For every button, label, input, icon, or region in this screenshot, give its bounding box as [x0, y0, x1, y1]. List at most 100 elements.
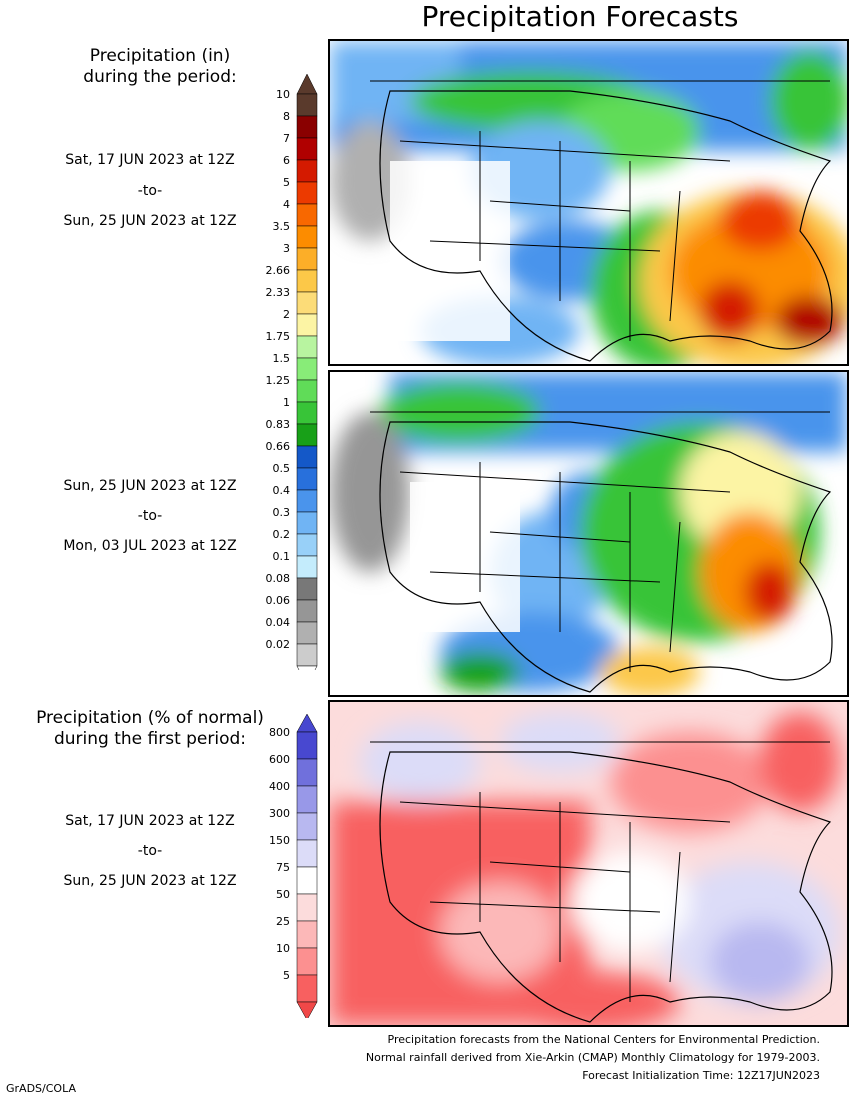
footer-line2: Normal rainfall derived from Xie-Arkin (… [365, 1051, 820, 1064]
pct-scale-label: 300 [269, 807, 290, 820]
scale-label: 0.06 [266, 594, 291, 607]
scale-label: 0.08 [266, 572, 291, 585]
scale-swatch [296, 159, 318, 183]
credit-label: GrADS/COLA [6, 1082, 76, 1095]
map-panel-pct-normal [328, 700, 849, 1027]
pct-scale-bottom-cap [296, 1001, 318, 1021]
scale-label: 3.5 [273, 220, 291, 233]
precip-map-week2 [330, 372, 847, 695]
period1-until: Sun, 25 JUN 2023 at 12Z [63, 213, 237, 229]
scale-swatch [296, 577, 318, 601]
pct-heading-line2: during the first period: [53, 729, 247, 749]
pct-scale-swatch [296, 920, 318, 949]
pct-scale-swatch [296, 974, 318, 1003]
period2-to: -to- [137, 508, 163, 524]
pct-scale-swatch [296, 758, 318, 787]
scale-swatch [296, 379, 318, 403]
map-panel-week1 [328, 39, 849, 366]
footer-line3: Forecast Initialization Time: 12Z17JUN20… [582, 1069, 820, 1082]
scale-swatch [296, 247, 318, 271]
pct-scale-swatch [296, 947, 318, 976]
scale-label: 10 [276, 88, 290, 101]
scale-swatch [296, 599, 318, 623]
pct-heading: Precipitation (% of normal) during the f… [10, 708, 290, 750]
scale-label: 0.2 [273, 528, 291, 541]
pct-scale-swatch [296, 812, 318, 841]
scale-swatch [296, 555, 318, 579]
scale-swatch [296, 203, 318, 227]
scale-swatch [296, 357, 318, 381]
pct-scale-label: 600 [269, 753, 290, 766]
pct-scale-graphic: 800 600 400 300 150 75 50 25 10 5 [269, 713, 318, 1021]
period1-to: -to- [137, 183, 163, 199]
scale-swatch [296, 291, 318, 315]
scale-label: 0.04 [266, 616, 291, 629]
scale-label: 3 [283, 242, 290, 255]
scale-swatch [296, 621, 318, 645]
map-panel-week2 [328, 370, 849, 697]
pct-scale-swatch [296, 785, 318, 814]
pct-scale-label: 800 [269, 726, 290, 739]
scale-swatch [296, 511, 318, 535]
scale-swatch [296, 643, 318, 667]
scale-swatch [296, 489, 318, 513]
scale-swatch [296, 445, 318, 469]
scale-label: 0.02 [266, 638, 291, 651]
footer-notes: Precipitation forecasts from the Nationa… [200, 1031, 820, 1085]
pct-scale-label: 150 [269, 834, 290, 847]
pct-scale-swatch [296, 866, 318, 895]
precip-map-week1 [330, 41, 847, 364]
scale-swatch [296, 313, 318, 337]
period1-from: Sat, 17 JUN 2023 at 12Z [65, 152, 235, 168]
scale-label: 8 [283, 110, 290, 123]
precip-heading-line1: Precipitation (in) [89, 46, 231, 66]
period3-to: -to- [137, 843, 163, 859]
pct-scale-swatch [296, 839, 318, 868]
scale-label: 2.66 [266, 264, 291, 277]
pct-scale-label: 25 [276, 915, 290, 928]
scale-label: 0.1 [273, 550, 291, 563]
scale-label: 0.66 [266, 440, 291, 453]
scale-label: 0.3 [273, 506, 291, 519]
scale-swatch [296, 225, 318, 249]
scale-swatch [296, 401, 318, 425]
pct-color-scale: 800 600 400 300 150 75 50 25 10 5 [250, 712, 330, 1021]
scale-swatch [296, 115, 318, 139]
period3-from: Sat, 17 JUN 2023 at 12Z [65, 813, 235, 829]
scale-label: 2 [283, 308, 290, 321]
pct-scale-label: 50 [276, 888, 290, 901]
scale-swatch [296, 93, 318, 117]
scale-swatch [296, 137, 318, 161]
scale-label: 6 [283, 154, 290, 167]
scale-label: 0.83 [266, 418, 291, 431]
scale-label: 1.75 [266, 330, 291, 343]
pct-scale-top-cap [296, 713, 318, 733]
period2-from: Sun, 25 JUN 2023 at 12Z [63, 478, 237, 494]
pct-scale-swatch [296, 731, 318, 760]
scale-label: 7 [283, 132, 290, 145]
period3-until: Sun, 25 JUN 2023 at 12Z [63, 873, 237, 889]
precip-color-scale: 10 8 7 6 5 4 3.5 3 2.66 2.33 2 1.75 1.5 1.25 1 0.83 0.66… [250, 70, 330, 687]
scale-swatch [296, 533, 318, 557]
precip-heading: Precipitation (in) during the period: [20, 46, 300, 88]
pct-scale-label: 10 [276, 942, 290, 955]
scale-label: 5 [283, 176, 290, 189]
page-title: Precipitation Forecasts [421, 0, 739, 33]
scale-label: 0.4 [273, 484, 291, 497]
pct-scale-label: 75 [276, 861, 290, 874]
precip-heading-line2: during the period: [83, 67, 237, 87]
scale-label: 1 [283, 396, 290, 409]
scale-label: 1.25 [266, 374, 291, 387]
pct-scale-label: 400 [269, 780, 290, 793]
scale-swatch [296, 423, 318, 447]
pct-scale-swatch [296, 893, 318, 922]
scale-swatch [296, 335, 318, 359]
period2-until: Mon, 03 JUL 2023 at 12Z [63, 538, 237, 554]
scale-label: 0.5 [273, 462, 291, 475]
pct-scale-label: 5 [283, 969, 290, 982]
scale-swatch [296, 269, 318, 293]
footer-line1: Precipitation forecasts from the Nationa… [387, 1033, 821, 1046]
scale-label: 4 [283, 198, 290, 211]
pct-normal-map [330, 702, 847, 1025]
scale-label: 1.5 [273, 352, 291, 365]
